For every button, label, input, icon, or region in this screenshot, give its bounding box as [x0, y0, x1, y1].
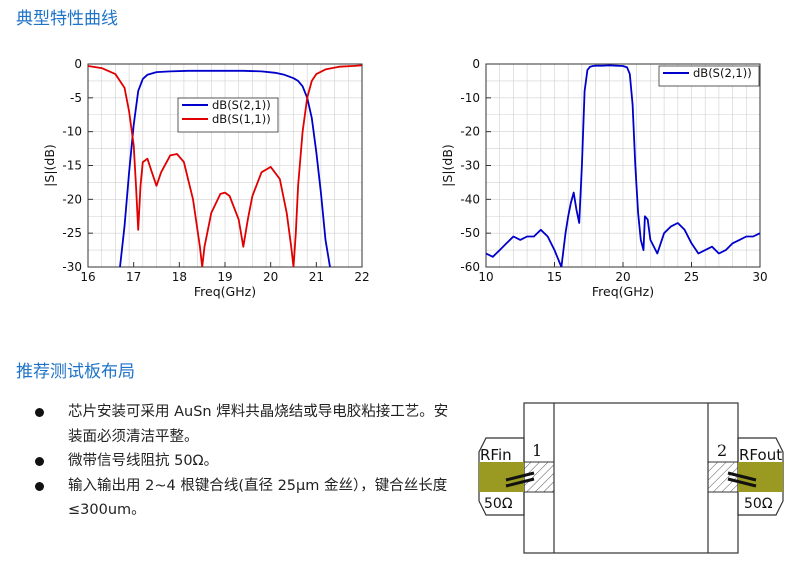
port1-number: 1: [532, 441, 542, 460]
input-bond-pad: [523, 461, 555, 493]
s-parameter-chart-passband: 16 17 18 19 20 21 22 0 -5 -10 -15 -20 -25 -30 Freq(GHz…: [42, 57, 370, 299]
section-title-typical-curves: 典型特性曲线: [16, 9, 118, 29]
x-tick-label: 30: [752, 270, 767, 284]
legend-entry: dB(S(2,1)): [212, 98, 271, 112]
y-tick-label: -10: [460, 91, 480, 105]
input-bond-wire: [505, 477, 535, 488]
y-axis-label: |S|(dB): [42, 144, 57, 187]
y-tick-label: -60: [460, 260, 480, 274]
legend-entry: dB(S(1,1)): [212, 112, 271, 126]
x-tick-label: 18: [172, 270, 187, 284]
y-tick-label: -5: [70, 91, 82, 105]
port1-label: RFin: [480, 446, 512, 464]
output-impedance-label: 50Ω: [744, 496, 773, 512]
x-tick-label: 16: [80, 270, 95, 284]
legend-entry: dB(S(2,1)): [693, 66, 752, 80]
y-tick-label: 0: [472, 57, 480, 71]
input-bond-wire: [505, 471, 535, 482]
x-axis-label: Freq(GHz): [592, 284, 654, 299]
y-tick-label: -25: [62, 226, 82, 240]
chip-outline: [523, 402, 739, 554]
output-connector-outline: [737, 437, 784, 516]
legend-box: [658, 65, 760, 87]
y-tick-label: -30: [460, 159, 480, 173]
test-board-layout-diagram: RFin RFout 1 2 50Ω 50Ω: [478, 402, 784, 554]
series-line: [119, 69, 331, 267]
assembly-notes-list: 芯片安装可采用 AuSn 焊料共晶烧结或导电胶粘接工艺。安装面必须清洁平整。 微…: [30, 400, 455, 523]
y-tick-label: -20: [62, 192, 82, 206]
x-tick-label: 17: [126, 270, 141, 284]
x-tick-label: 20: [615, 270, 630, 284]
series-line: [486, 64, 760, 267]
x-tick-label: 21: [309, 270, 324, 284]
assembly-note: 输入输出用 2~4 根键合线(直径 25μm 金丝），键合丝长度≤300um。: [30, 474, 455, 523]
y-tick-label: -20: [460, 125, 480, 139]
s21-wideband-chart: 10 15 20 25 30 0 -10 -20 -30 -40 -50 -60 Freq(GHz) |S…: [440, 57, 768, 299]
port2-number: 2: [717, 441, 727, 460]
y-tick-label: -50: [460, 226, 480, 240]
x-tick-label: 15: [547, 270, 562, 284]
output-bond-pad: [707, 461, 739, 493]
y-tick-label: -40: [460, 192, 480, 206]
input-impedance-label: 50Ω: [484, 496, 513, 512]
y-tick-label: -10: [62, 125, 82, 139]
y-tick-label: 0: [74, 57, 82, 71]
x-tick-label: 20: [263, 270, 278, 284]
y-tick-label: -30: [62, 260, 82, 274]
input-connector-outline: [478, 437, 525, 516]
output-bond-wire: [727, 471, 757, 482]
assembly-note: 芯片安装可采用 AuSn 焊料共晶烧结或导电胶粘接工艺。安装面必须清洁平整。: [30, 400, 455, 449]
legend-box: [177, 97, 279, 133]
x-tick-label: 19: [217, 270, 232, 284]
series-line: [88, 64, 362, 267]
section-title-test-board-layout: 推荐测试板布局: [16, 362, 135, 382]
x-tick-label: 25: [684, 270, 699, 284]
y-axis-label: |S|(dB): [440, 144, 455, 187]
x-tick-label: 22: [354, 270, 369, 284]
output-bond-wire: [727, 477, 757, 488]
x-tick-label: 10: [478, 270, 493, 284]
y-tick-label: -15: [62, 159, 82, 173]
port2-label: RFout: [739, 446, 782, 464]
x-axis-label: Freq(GHz): [194, 284, 256, 299]
assembly-note: 微带信号线阻抗 50Ω。: [30, 449, 455, 474]
